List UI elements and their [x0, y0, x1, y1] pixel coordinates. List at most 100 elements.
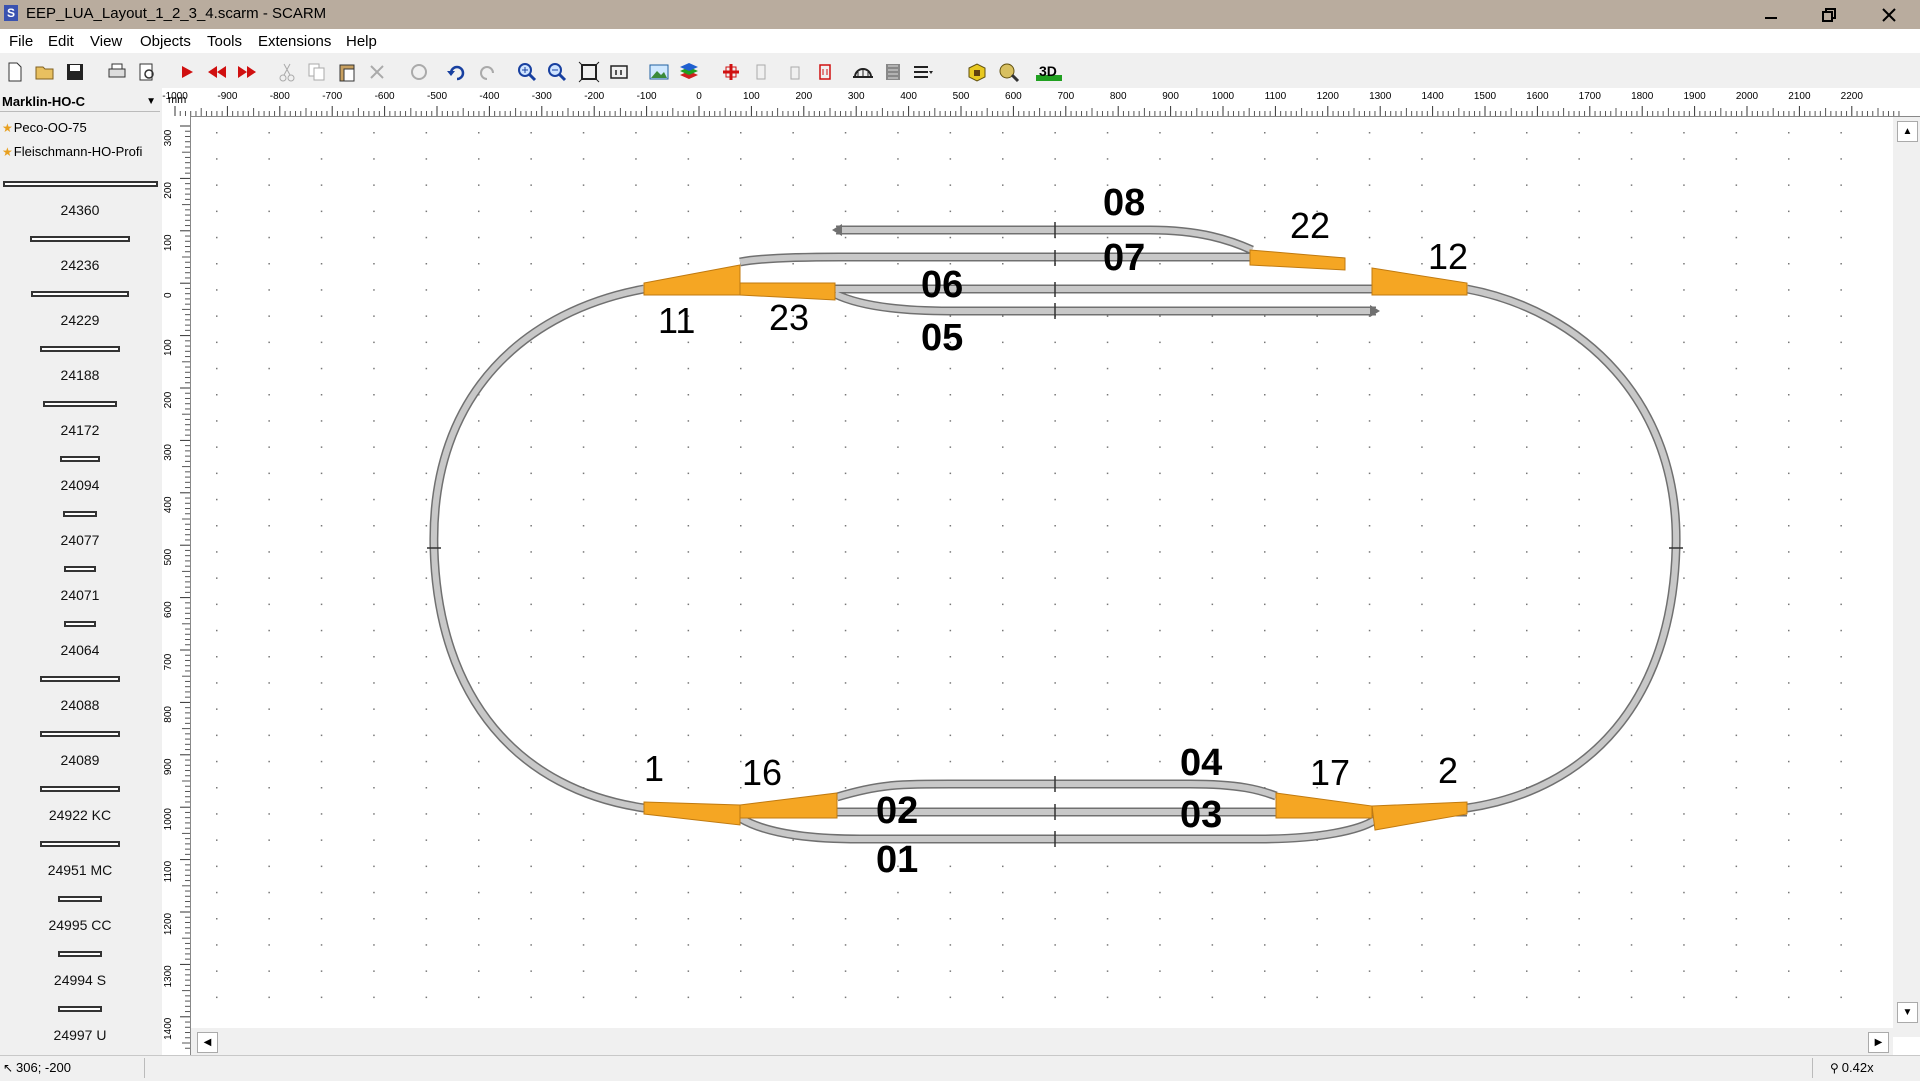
turnout-group[interactable] — [644, 250, 1467, 830]
menu-extensions[interactable]: Extensions — [258, 33, 331, 50]
bridge-icon[interactable] — [852, 61, 874, 83]
scarm-app-icon[interactable]: S — [4, 5, 18, 21]
vertical-scrollbar[interactable]: ▲ ▼ — [1893, 117, 1920, 1037]
menu-edit[interactable]: Edit — [48, 33, 74, 50]
print-icon[interactable] — [106, 61, 128, 83]
track-piece[interactable]: 24951 MC — [0, 838, 160, 893]
track-label-03: 03 — [1180, 794, 1222, 836]
scroll-left-icon[interactable]: ◀ — [197, 1032, 218, 1053]
track-piece[interactable]: 24094 — [0, 453, 160, 508]
horizontal-scrollbar[interactable]: ◀ ▶ — [191, 1028, 1893, 1055]
zoom-out-icon[interactable] — [546, 61, 568, 83]
library-select[interactable]: Marklin-HO-C ▼ — [0, 92, 160, 112]
scroll-up-icon[interactable]: ▲ — [1897, 121, 1918, 142]
favorite-library-item[interactable]: ★Fleischmann-HO-Profi — [2, 144, 142, 159]
layers-icon[interactable] — [678, 61, 700, 83]
ruler-x-label: 0 — [696, 91, 702, 102]
ruler-y-label: 200 — [163, 182, 174, 199]
gap-tool-icon[interactable] — [814, 61, 836, 83]
3d-view-icon[interactable]: 3D — [1034, 61, 1064, 83]
fast-forward-icon[interactable] — [236, 61, 258, 83]
turnout-22[interactable] — [1250, 250, 1345, 270]
turnout-17[interactable] — [1276, 793, 1372, 818]
rotate-icon[interactable] — [408, 61, 430, 83]
turnout-2[interactable] — [1372, 802, 1467, 830]
redo-icon[interactable] — [476, 61, 498, 83]
track-curve-right[interactable] — [1467, 289, 1676, 808]
paste-icon[interactable] — [336, 61, 358, 83]
turnout-label-17: 17 — [1310, 752, 1350, 793]
zoom-in-icon[interactable] — [516, 61, 538, 83]
bumper-track-icon — [40, 731, 120, 737]
piece-label: 24997 U — [0, 1027, 160, 1043]
delete-icon[interactable] — [366, 61, 388, 83]
step-back-icon[interactable] — [206, 61, 228, 83]
track-piece[interactable]: 24077 — [0, 508, 160, 563]
piece-label: 24229 — [0, 312, 160, 328]
flex-track-icon[interactable] — [720, 61, 742, 83]
menu-file[interactable]: File — [9, 33, 33, 50]
track-piece[interactable]: 24088 — [0, 673, 160, 728]
parts-list-icon[interactable] — [966, 61, 988, 83]
menu-objects[interactable]: Objects — [140, 33, 191, 50]
save-icon[interactable] — [64, 61, 86, 83]
zoom-level: ⚲ 0.42x — [1830, 1059, 1910, 1077]
scroll-down-icon[interactable]: ▼ — [1897, 1002, 1918, 1023]
background-image-icon[interactable] — [648, 61, 670, 83]
tunnel-icon[interactable] — [882, 61, 904, 83]
turnout-label-16: 16 — [742, 752, 782, 793]
cut-icon[interactable] — [276, 61, 298, 83]
straight-track-icon — [64, 566, 96, 572]
track-piece[interactable]: 24236 — [0, 233, 160, 288]
run-icon[interactable] — [176, 61, 198, 83]
turnout-16[interactable] — [740, 793, 837, 818]
magnifier-icon: ⚲ — [1830, 1061, 1839, 1075]
minimize-icon — [1764, 8, 1778, 22]
menu-tools[interactable]: Tools — [207, 33, 242, 50]
print-preview-icon[interactable] — [136, 61, 158, 83]
close-button[interactable] — [1860, 0, 1918, 29]
track-piece[interactable]: 24071 — [0, 563, 160, 618]
track-piece[interactable]: 24995 CC — [0, 893, 160, 948]
layout-canvas[interactable]: 08 07 06 05 22 12 11 23 1 16 04 17 2 02 … — [191, 117, 1920, 1055]
track-piece[interactable]: 24064 — [0, 618, 160, 673]
straight-track-icon — [64, 621, 96, 627]
track-piece[interactable]: 24229 — [0, 288, 160, 343]
piece-label: 24071 — [0, 587, 160, 603]
restore-button[interactable] — [1800, 0, 1858, 29]
new-file-icon[interactable] — [4, 61, 26, 83]
ruler-x-label: -800 — [270, 91, 290, 102]
track-piece[interactable]: 24922 KC — [0, 783, 160, 838]
measure-icon[interactable] — [998, 61, 1020, 83]
copy-icon[interactable] — [306, 61, 328, 83]
piece-label: 24094 — [0, 477, 160, 493]
track-layout[interactable]: 08 07 06 05 22 12 11 23 1 16 04 17 2 02 … — [191, 117, 1893, 1028]
menu-view[interactable]: View — [90, 33, 122, 50]
ruler-x-label: 900 — [1162, 91, 1179, 102]
track-piece[interactable]: 24188 — [0, 343, 160, 398]
menu-bar: File Edit View Objects Tools Extensions … — [0, 29, 1920, 53]
zoom-fit-icon[interactable] — [578, 61, 600, 83]
track-piece[interactable]: 24997 U — [0, 1003, 160, 1058]
turnout-11[interactable] — [644, 265, 740, 295]
turnout-1[interactable] — [644, 802, 740, 825]
open-folder-icon[interactable] — [34, 61, 56, 83]
track-curve-left[interactable] — [434, 289, 644, 808]
track-tool-icon[interactable] — [750, 61, 772, 83]
favorite-library-item[interactable]: ★Peco-OO-75 — [2, 120, 87, 135]
undo-icon[interactable] — [446, 61, 468, 83]
zoom-actual-icon[interactable] — [608, 61, 630, 83]
ruler-y-label: 500 — [163, 548, 174, 565]
track-piece[interactable]: 24172 — [0, 398, 160, 453]
ruler-y-label: 300 — [163, 444, 174, 461]
minimize-button[interactable] — [1742, 0, 1800, 29]
status-bar: ↖ 306; -200 ⚲ 0.42x — [0, 1055, 1920, 1081]
track-piece[interactable]: 24360 — [0, 178, 160, 233]
menu-help[interactable]: Help — [346, 33, 377, 50]
track-piece[interactable]: 24089 — [0, 728, 160, 783]
track-piece[interactable]: 24994 S — [0, 948, 160, 1003]
height-tool-icon[interactable] — [784, 61, 806, 83]
track-style-icon[interactable] — [912, 61, 934, 83]
horizontal-ruler: mm -1000 -900 -800 -700 -600 -500 -400 -300 -200… — [162, 88, 1920, 117]
scroll-right-icon[interactable]: ▶ — [1868, 1032, 1889, 1053]
